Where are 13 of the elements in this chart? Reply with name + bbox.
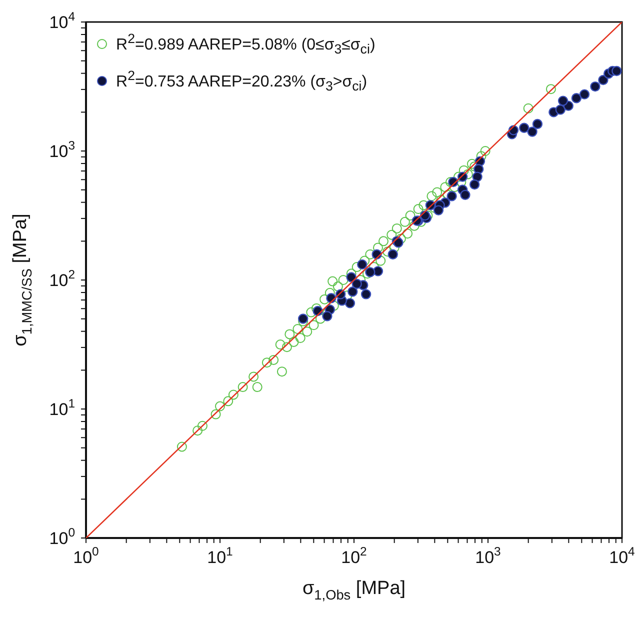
y-tick-label: 10$^{0}$ bbox=[49, 525, 76, 548]
legend-label: R$^{2}$=0.753 AAREP=20.23% (σ$_{3}$>σ$_{ci}$) bbox=[116, 66, 368, 96]
x-axis-title: σ$_{1,Obs}$ [MPa] bbox=[302, 578, 406, 603]
y-tick-label: 10$^{4}$ bbox=[49, 9, 76, 32]
y-tick-label: 10$^{1}$ bbox=[49, 396, 76, 419]
x-tick-label: 10$^{1}$ bbox=[207, 544, 234, 567]
x-tick-label: 10$^{3}$ bbox=[475, 544, 502, 567]
legend-label: R$^{2}$=0.989 AAREP=5.08% (0≤σ$_{3}$≤σ$_{ci}$) bbox=[116, 30, 376, 59]
x-tick-label: 10$^{2}$ bbox=[341, 544, 368, 567]
y-tick-label: 10$^{3}$ bbox=[49, 138, 76, 161]
x-tick-label: 10$^{4}$ bbox=[609, 544, 636, 567]
y-tick-label: 10$^{2}$ bbox=[49, 267, 76, 290]
x-tick-label: 10$^{0}$ bbox=[73, 544, 100, 567]
